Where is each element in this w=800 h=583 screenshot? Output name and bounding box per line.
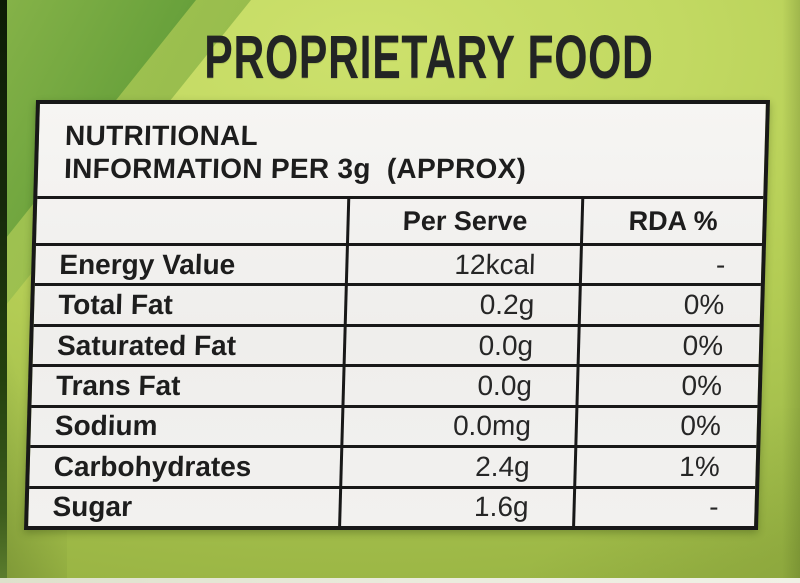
value-per-serve: 1.6g (341, 488, 577, 526)
value-rda: 0% (679, 410, 722, 442)
row-label: Saturated Fat (32, 326, 347, 365)
bottom-edge-strip (0, 578, 800, 583)
value-rda: 0% (682, 329, 724, 361)
nutrition-table: NUTRITIONAL INFORMATION PER 3g (APPROX) … (23, 100, 770, 530)
value-per-serve: 12kcal (347, 246, 583, 284)
row-label: Sodium (30, 407, 345, 446)
row-label: Carbohydrates (29, 448, 344, 486)
left-edge-strip (0, 0, 7, 583)
page-title: PROPRIETARY FOOD (204, 23, 654, 91)
value-per-serve: 2.4g (342, 448, 578, 486)
table-row: Trans Fat 0.0g 0% (31, 367, 759, 408)
title-area: PROPRIETARY FOOD (0, 22, 800, 92)
row-label: Sugar (28, 488, 343, 526)
table-title-line1: NUTRITIONAL (64, 119, 259, 151)
column-header-label (36, 199, 351, 243)
right-edge-shade (782, 0, 800, 583)
table-row: Saturated Fat 0.0g 0% (32, 326, 760, 368)
table-title-line2: INFORMATION PER 3g (APPROX) (63, 153, 527, 184)
value-rda: - (715, 248, 726, 280)
table-title: NUTRITIONAL INFORMATION PER 3g (APPROX) (37, 104, 766, 199)
table-row: Total Fat 0.2g 0% (33, 286, 761, 327)
column-header-per-serve: Per Serve (349, 199, 585, 243)
table-row: Sodium 0.0mg 0% (30, 407, 758, 449)
table-row: Carbohydrates 2.4g 1% (29, 448, 757, 489)
value-per-serve: 0.0g (344, 367, 580, 405)
row-label: Energy Value (34, 246, 349, 284)
value-per-serve: 0.0g (345, 326, 581, 365)
table-row: Energy Value 12kcal - (34, 246, 762, 287)
value-per-serve: 0.0mg (343, 407, 579, 446)
value-rda: 0% (681, 369, 723, 401)
value-rda: 1% (678, 450, 721, 482)
value-rda: - (708, 491, 720, 523)
value-per-serve: 0.2g (346, 286, 582, 324)
value-rda: 0% (683, 289, 725, 321)
row-label: Total Fat (33, 286, 348, 324)
table-row: Sugar 1.6g - (28, 488, 755, 526)
row-label: Trans Fat (31, 367, 346, 405)
column-header-row: Per Serve RDA % (35, 199, 764, 246)
column-header-rda: RDA % (628, 205, 719, 236)
